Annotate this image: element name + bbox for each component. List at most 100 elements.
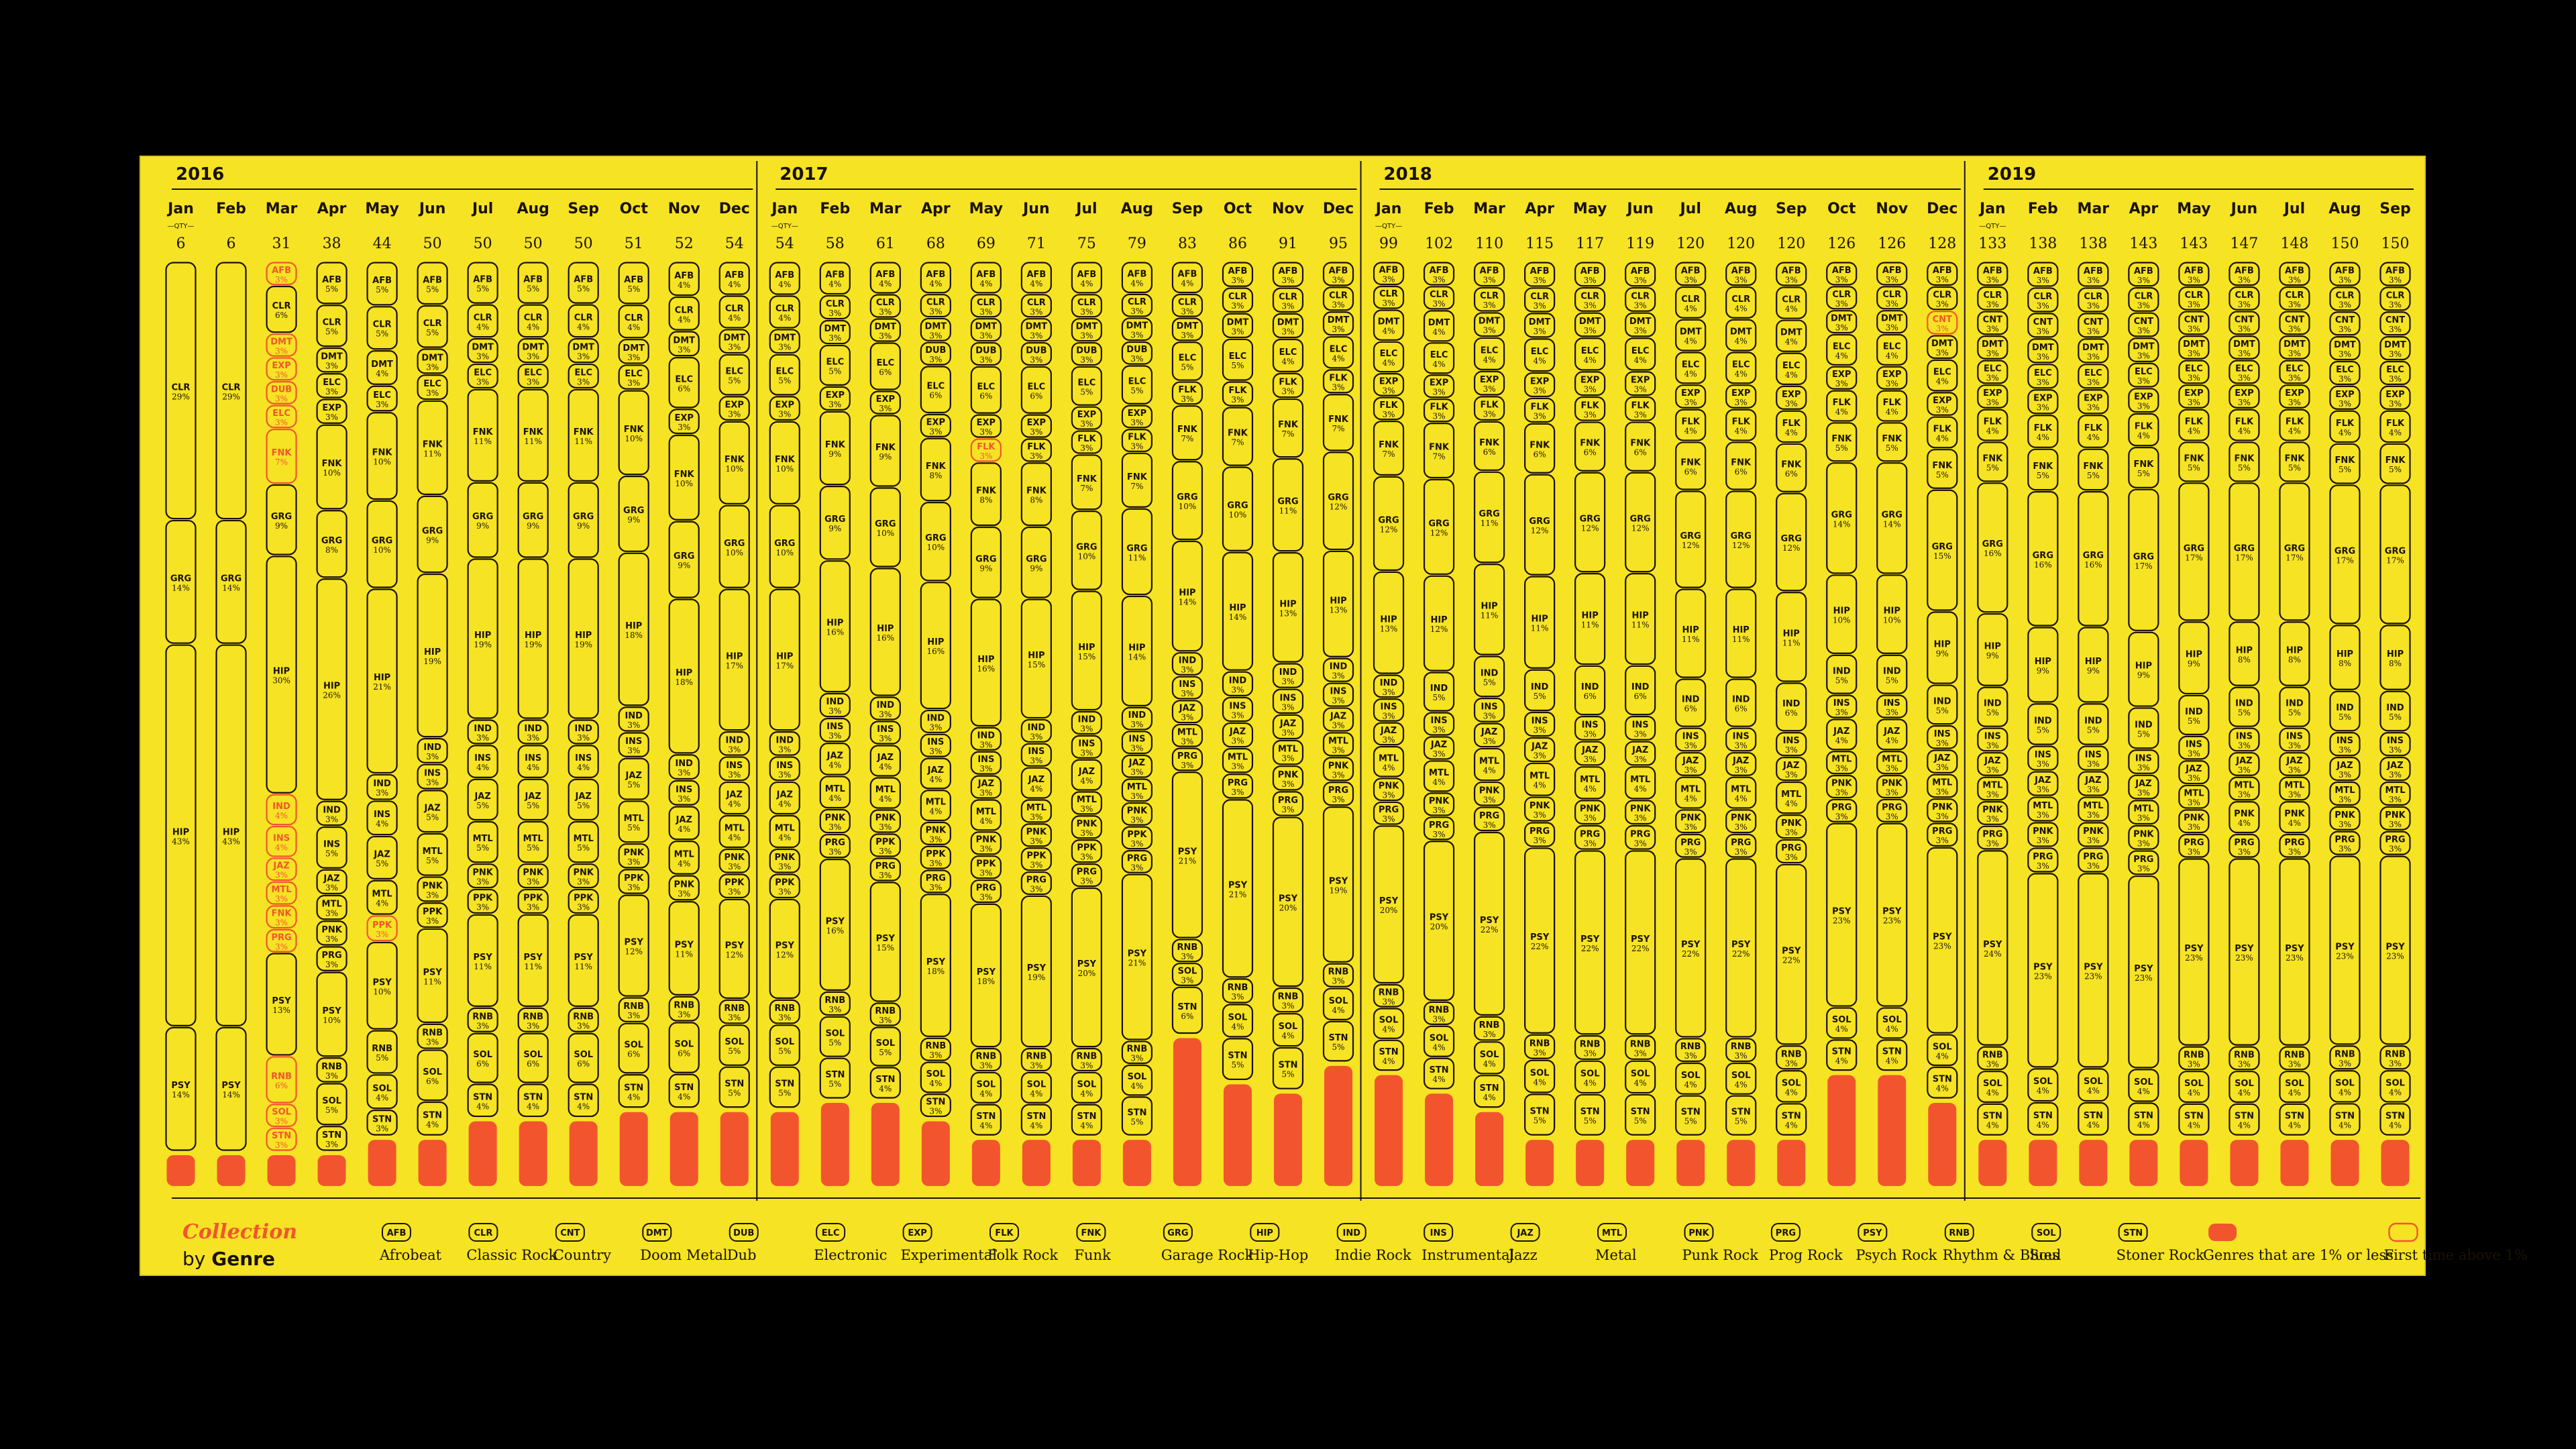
segment-outline: [1524, 397, 1556, 423]
segment-code: SOL: [2033, 1077, 2053, 1087]
segment-outline: [366, 588, 398, 774]
segment-outline: [568, 1007, 599, 1032]
segment-code: RNB: [875, 1006, 896, 1016]
segment-code: CLR: [1279, 292, 1297, 302]
segment-code: STN: [674, 1083, 694, 1093]
segment-pct: 5%: [2188, 463, 2200, 472]
segment-code: STN: [875, 1075, 895, 1085]
segment-pct: 10%: [876, 529, 894, 538]
segment-code: CLR: [1530, 292, 1549, 302]
segment-outline: [2178, 482, 2210, 621]
segment-outline: [2229, 384, 2260, 409]
segment-outline: [1020, 438, 1052, 462]
segment-pct: 3%: [1181, 331, 1193, 340]
segment-pct: 3%: [1936, 300, 1949, 309]
segment-code: ELC: [1128, 377, 1146, 387]
segment-pct: 3%: [1986, 790, 1999, 800]
segment-code: RNB: [1077, 1052, 1097, 1062]
segment-pct: 3%: [1231, 395, 1244, 405]
segment-outline: [2379, 311, 2411, 336]
legend-swatch: [902, 1223, 932, 1242]
segment-code: PNK: [2385, 810, 2406, 820]
segment-code: JAZ: [776, 790, 793, 800]
segment-outline: [1423, 374, 1455, 398]
segment-outline: [2128, 337, 2159, 362]
segment-pct: 3%: [2339, 325, 2351, 334]
segment-pct: 4%: [1433, 777, 1446, 787]
qty-value: 50: [524, 235, 543, 252]
segment-outline: [970, 294, 1002, 318]
segment-outline: [1675, 588, 1707, 678]
segment-outline: [1322, 782, 1354, 806]
legend-swatch: [729, 1223, 759, 1242]
segment-outline: [316, 373, 347, 398]
segment-outline: [1121, 405, 1153, 429]
segment-pct: 4%: [1332, 354, 1344, 363]
segment-pct: 3%: [1281, 677, 1294, 686]
segment-pct: 6%: [1483, 447, 1496, 457]
segment-pct: 5%: [376, 329, 388, 339]
segment-outline: [618, 869, 649, 894]
segment-outline: [1625, 472, 1656, 573]
segment-pct: 3%: [1684, 275, 1697, 284]
segment-code: PRG: [1328, 786, 1348, 796]
segment-code: MTL: [2284, 781, 2304, 791]
segment-outline: [1171, 405, 1203, 461]
segment-outline: [366, 1074, 398, 1110]
segment-code: PSY: [221, 1081, 241, 1091]
segment-code: JAZ: [1782, 761, 1799, 771]
segment-code: STN: [1983, 1112, 2002, 1122]
segment-outline: [1322, 657, 1354, 682]
segment-outline: [718, 814, 750, 849]
segment-code: JAZ: [1984, 756, 2000, 766]
segment-outline: [1776, 492, 1807, 592]
segment-pct: 4%: [1383, 1057, 1395, 1066]
segment-code: GRG: [1026, 554, 1046, 564]
segment-pct: 4%: [929, 1079, 942, 1088]
month-label: Jul: [2283, 201, 2305, 217]
segment-outline: [2078, 389, 2109, 415]
segment-code: DMT: [1076, 322, 1098, 332]
segment-pct: 3%: [1735, 822, 1748, 832]
segment-code: CLR: [2235, 290, 2254, 301]
segment-code: PSY: [1178, 847, 1197, 857]
segment-pct: 5%: [325, 1106, 338, 1115]
segment-outline: [316, 424, 347, 510]
segment-code: PRG: [321, 951, 341, 961]
segment-pct: 3%: [376, 788, 388, 798]
segment-outline: [2279, 335, 2310, 360]
segment-pct: 14%: [172, 583, 190, 592]
segment-outline: [1373, 698, 1405, 722]
segment-pct: 8%: [2238, 655, 2251, 665]
segment-outline: [1071, 454, 1103, 511]
segment-outline: [668, 875, 700, 901]
segment-pct: 3%: [275, 1140, 288, 1150]
segment-pct: 5%: [1936, 470, 1949, 480]
segment-outline: [2279, 286, 2310, 311]
segment-outline: [467, 914, 498, 1007]
segment-code: STN: [1580, 1107, 1600, 1117]
segment-outline: [2379, 262, 2411, 286]
segment-outline: [2027, 415, 2059, 448]
segment-outline: [2178, 1046, 2210, 1071]
